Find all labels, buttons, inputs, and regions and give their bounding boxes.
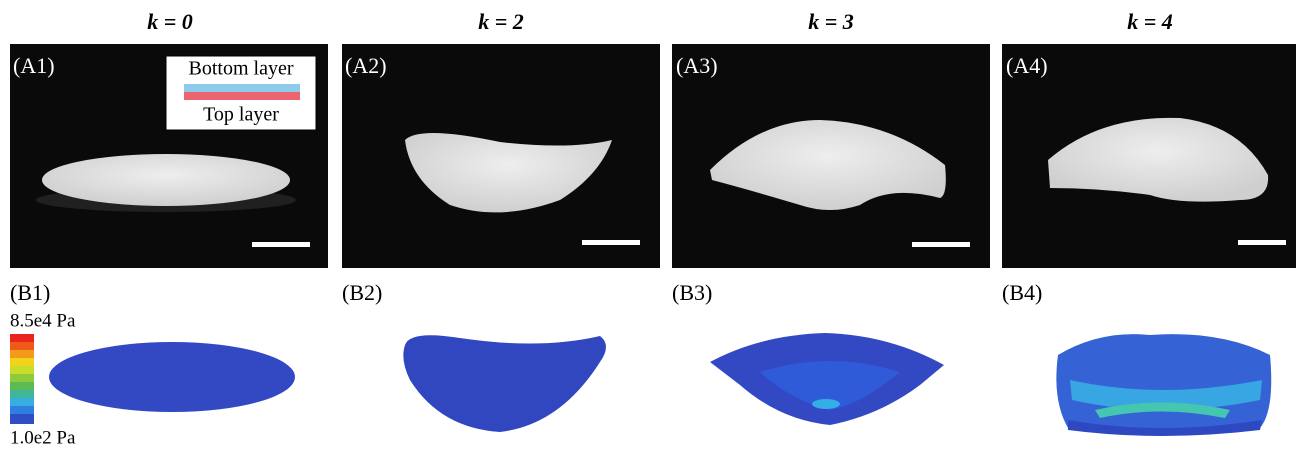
column-header: k = 4 <box>1127 9 1173 34</box>
colorbar-max: 8.5e4 Pa <box>10 310 76 331</box>
simulation <box>403 335 606 432</box>
photo <box>342 44 660 268</box>
photo <box>1002 44 1296 268</box>
panel-label: (A1) <box>13 53 55 78</box>
panel-label: (A4) <box>1006 53 1048 78</box>
panel-label: (B2) <box>342 280 382 305</box>
panel-label: (B3) <box>672 280 712 305</box>
simulation <box>49 342 295 412</box>
colorbar-min: 1.0e2 Pa <box>10 427 76 448</box>
legend-label: Top layer <box>203 104 279 126</box>
colorbar <box>10 334 34 424</box>
panel-label: (B1) <box>10 280 50 305</box>
simulation <box>710 333 944 425</box>
simulation <box>1056 334 1272 436</box>
column-header: k = 0 <box>147 9 193 34</box>
legend-label: Bottom layer <box>189 58 294 80</box>
photo <box>672 44 990 268</box>
panel-label: (A2) <box>345 53 387 78</box>
column-header: k = 3 <box>808 9 854 34</box>
panel-label: (A3) <box>676 53 718 78</box>
panel-label: (B4) <box>1002 280 1042 305</box>
legend <box>165 55 317 131</box>
column-header: k = 2 <box>478 9 524 34</box>
